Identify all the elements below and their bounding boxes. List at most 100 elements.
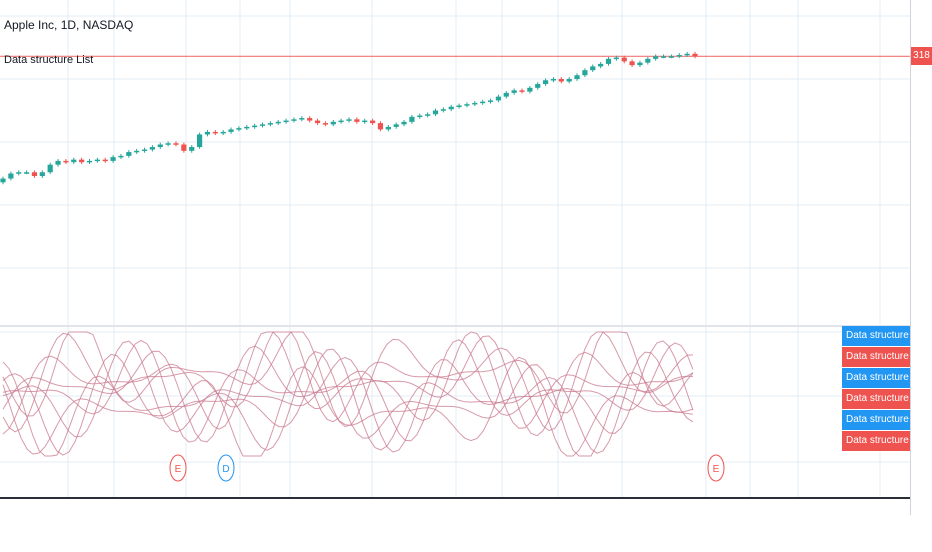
candle-body: [94, 159, 100, 162]
indicator-plot-line: [2, 331, 694, 433]
candle-body: [527, 87, 533, 92]
time-axis[interactable]: [0, 497, 910, 552]
candle-body: [519, 90, 525, 92]
candle-body: [448, 106, 454, 110]
indicator-plot-line: [2, 340, 694, 453]
candle-body: [212, 131, 218, 134]
candle-body: [149, 147, 156, 150]
candle-body: [472, 102, 478, 105]
indicator-plot-line: [2, 331, 694, 443]
candle-body: [362, 120, 368, 123]
event-marker: [217, 454, 235, 482]
candle-body: [409, 116, 415, 122]
candle-body: [495, 96, 502, 101]
candle-body: [511, 90, 517, 93]
candle-body: [220, 131, 226, 134]
candle-body: [307, 118, 313, 121]
price-axis[interactable]: [910, 0, 932, 515]
candle-body: [252, 125, 258, 128]
candle-body: [464, 104, 470, 106]
candle-body: [314, 120, 321, 124]
event-marker-label: E: [713, 464, 720, 475]
candle-body: [440, 109, 446, 111]
candle-body: [432, 110, 439, 115]
indicator-plot-line: [2, 331, 694, 437]
candle-body: [299, 118, 305, 120]
candle-body: [637, 62, 643, 66]
candle-body: [676, 55, 682, 57]
candle-body: [487, 100, 494, 102]
candle-body: [283, 120, 289, 123]
candle-body: [31, 172, 38, 177]
candle-body: [660, 56, 667, 58]
candle-body: [653, 56, 659, 59]
last-price-tag: 318: [911, 47, 932, 66]
candle-body: [196, 134, 203, 148]
candle-body: [566, 79, 572, 82]
candle-body: [542, 80, 549, 85]
indicator-legend: Data structure List: [4, 54, 94, 66]
candle-body: [550, 79, 557, 81]
candle-body: [354, 119, 360, 122]
indicator-plot-line: [2, 331, 694, 428]
candle-body: [401, 121, 407, 125]
candle-body: [134, 150, 140, 153]
indicator-plot-line: [2, 339, 694, 443]
candle-body: [574, 75, 580, 79]
candle-body: [598, 63, 604, 67]
candle-body: [338, 120, 344, 123]
candle-body: [236, 128, 242, 130]
candle-body: [189, 147, 195, 151]
candle-body: [456, 105, 462, 107]
candle-body: [173, 143, 179, 145]
candle-body: [684, 53, 690, 56]
candle-body: [39, 172, 45, 177]
candle-body: [8, 173, 14, 179]
candle-body: [181, 144, 187, 151]
candle-body: [47, 164, 53, 173]
candle-body: [126, 152, 132, 156]
candle-body: [102, 159, 108, 162]
event-marker-label: E: [175, 464, 182, 475]
indicator-plot-line: [2, 351, 694, 457]
candle-body: [86, 160, 93, 163]
candle-body: [535, 84, 541, 88]
indicator-value-tag: Data structure List:Plot - 86: [842, 368, 910, 388]
candle-body: [118, 155, 124, 158]
pane-separator[interactable]: [0, 325, 910, 327]
candle-body: [369, 120, 376, 124]
candle-body: [605, 58, 612, 64]
candle-body: [275, 121, 281, 124]
candle-body: [393, 124, 399, 127]
event-marker: [707, 454, 725, 482]
candle-body: [79, 159, 85, 163]
candle-body: [613, 57, 619, 60]
event-marker-label: D: [222, 464, 229, 475]
candle-body: [377, 123, 384, 130]
candle-body: [165, 143, 171, 145]
candle-body: [71, 159, 77, 163]
candle-body: [385, 126, 391, 130]
candle-body: [346, 119, 352, 121]
candle-body: [417, 115, 423, 118]
candle-body: [141, 149, 148, 152]
indicator-value-tag: Data structure List:Plot - 64: [842, 410, 910, 430]
candle-body: [582, 70, 588, 76]
candle-body: [228, 129, 234, 132]
candle-body: [110, 157, 116, 161]
indicator-value-tag: Data structure List:Plot - 94: [842, 326, 910, 346]
candle-body: [55, 160, 61, 165]
candle-body: [244, 126, 250, 129]
indicator-value-tag: Data structure List:Plot - 86: [842, 389, 910, 409]
indicator-value-tag: Data structure List:Plot - 64: [842, 431, 910, 451]
candle-body: [291, 119, 297, 121]
candle-body: [645, 58, 651, 63]
candle-body: [590, 66, 596, 71]
candle-body: [558, 79, 564, 82]
candle-body: [157, 144, 163, 148]
candle-body: [480, 101, 486, 104]
candle-body: [204, 131, 211, 135]
candle-body: [621, 57, 627, 62]
candle-body: [330, 121, 336, 125]
